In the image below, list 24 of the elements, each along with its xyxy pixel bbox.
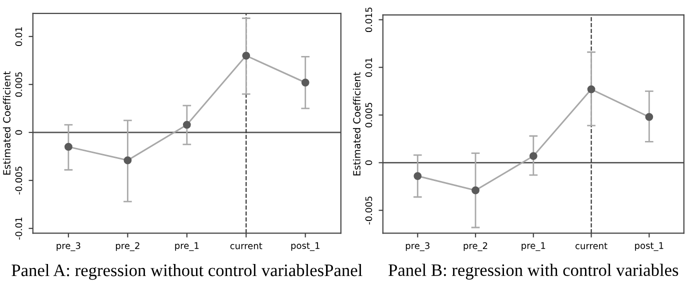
- y-tick-label: -0.01: [15, 218, 22, 240]
- x-tick-label: pre_2: [464, 242, 488, 252]
- x-tick-label: post_1: [635, 242, 664, 251]
- text: Panel B: regression with control variables: [388, 264, 678, 280]
- y-tick-label: 0.005: [365, 102, 372, 128]
- x-tick-label: current: [230, 242, 262, 250]
- x-tick-label: pre_3: [406, 242, 430, 252]
- y-tick-label: -0.005: [365, 196, 372, 224]
- y-tick-label: 0.015: [365, 8, 372, 32]
- y-tick-label: 0.01: [15, 27, 22, 46]
- x-tick-label: pre_1: [522, 242, 546, 251]
- y-axis-title: Estimated Coefficient: [352, 72, 360, 176]
- x-tick-label: pre_2: [116, 242, 140, 252]
- x-tick-label: pre_1: [175, 242, 199, 251]
- y-tick-label: 0: [15, 130, 22, 135]
- y-tick-label: 0: [365, 160, 372, 165]
- y-tick-label: 0.005: [15, 72, 22, 97]
- y-tick-label: -0.005: [15, 166, 22, 195]
- x-tick-label: current: [576, 242, 608, 250]
- x-tick-label: pre_3: [56, 242, 80, 252]
- y-tick-label: 0.01: [365, 58, 372, 77]
- text: Panel A: regression without control variablesPanel: [12, 264, 362, 280]
- x-tick-label: post_1: [291, 242, 320, 251]
- y-axis-title: Estimated Coefficient: [2, 71, 10, 175]
